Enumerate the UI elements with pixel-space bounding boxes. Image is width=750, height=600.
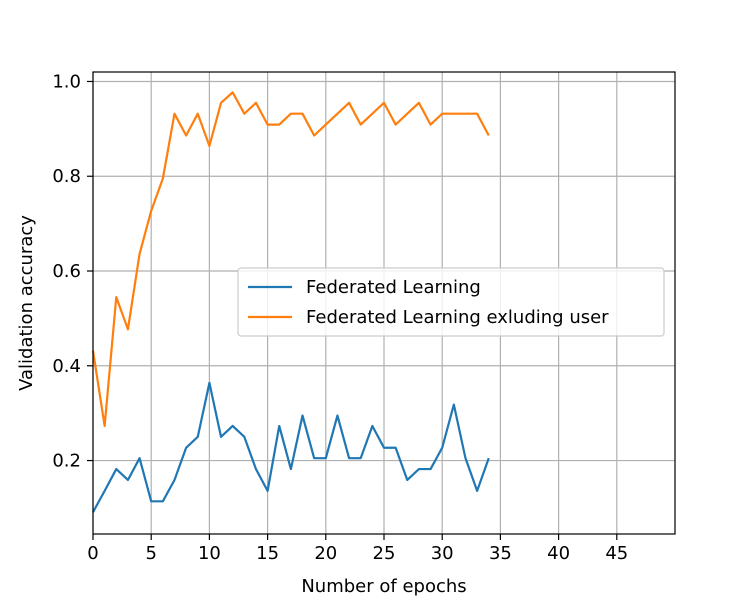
x-tick-label: 25	[373, 543, 396, 564]
x-tick-label: 40	[547, 543, 570, 564]
x-tick-label: 0	[87, 543, 98, 564]
y-tick-label: 1.0	[52, 71, 81, 92]
y-tick-label: 0.2	[52, 451, 81, 472]
x-tick-label: 5	[145, 543, 156, 564]
x-tick-label: 15	[256, 543, 279, 564]
y-tick-label: 0.6	[52, 261, 81, 282]
y-tick-label: 0.4	[52, 356, 81, 377]
y-tick-label: 0.8	[52, 166, 81, 187]
x-axis-label: Number of epochs	[301, 576, 466, 597]
x-tick-label: 35	[489, 543, 512, 564]
x-tick-label: 20	[314, 543, 337, 564]
x-tick-label: 30	[431, 543, 454, 564]
series-line-1	[92, 381, 490, 513]
legend: Federated Learning Federated Learning exl…	[237, 267, 665, 337]
legend-box	[237, 267, 665, 337]
legend-label-2: Federated Learning exluding user	[306, 307, 609, 328]
x-tick-label: 10	[198, 543, 221, 564]
axis-ticks: 0 5 10 15 20 25 30 35 40 45 0.2 0.4 0.6 0.8 1.0	[52, 71, 628, 564]
series-line-2	[91, 91, 490, 428]
y-axis-label: Validation accuracy	[16, 215, 37, 391]
legend-label-1: Federated Learning	[306, 277, 481, 298]
series-lines	[91, 91, 490, 513]
x-tick-label: 45	[605, 543, 628, 564]
